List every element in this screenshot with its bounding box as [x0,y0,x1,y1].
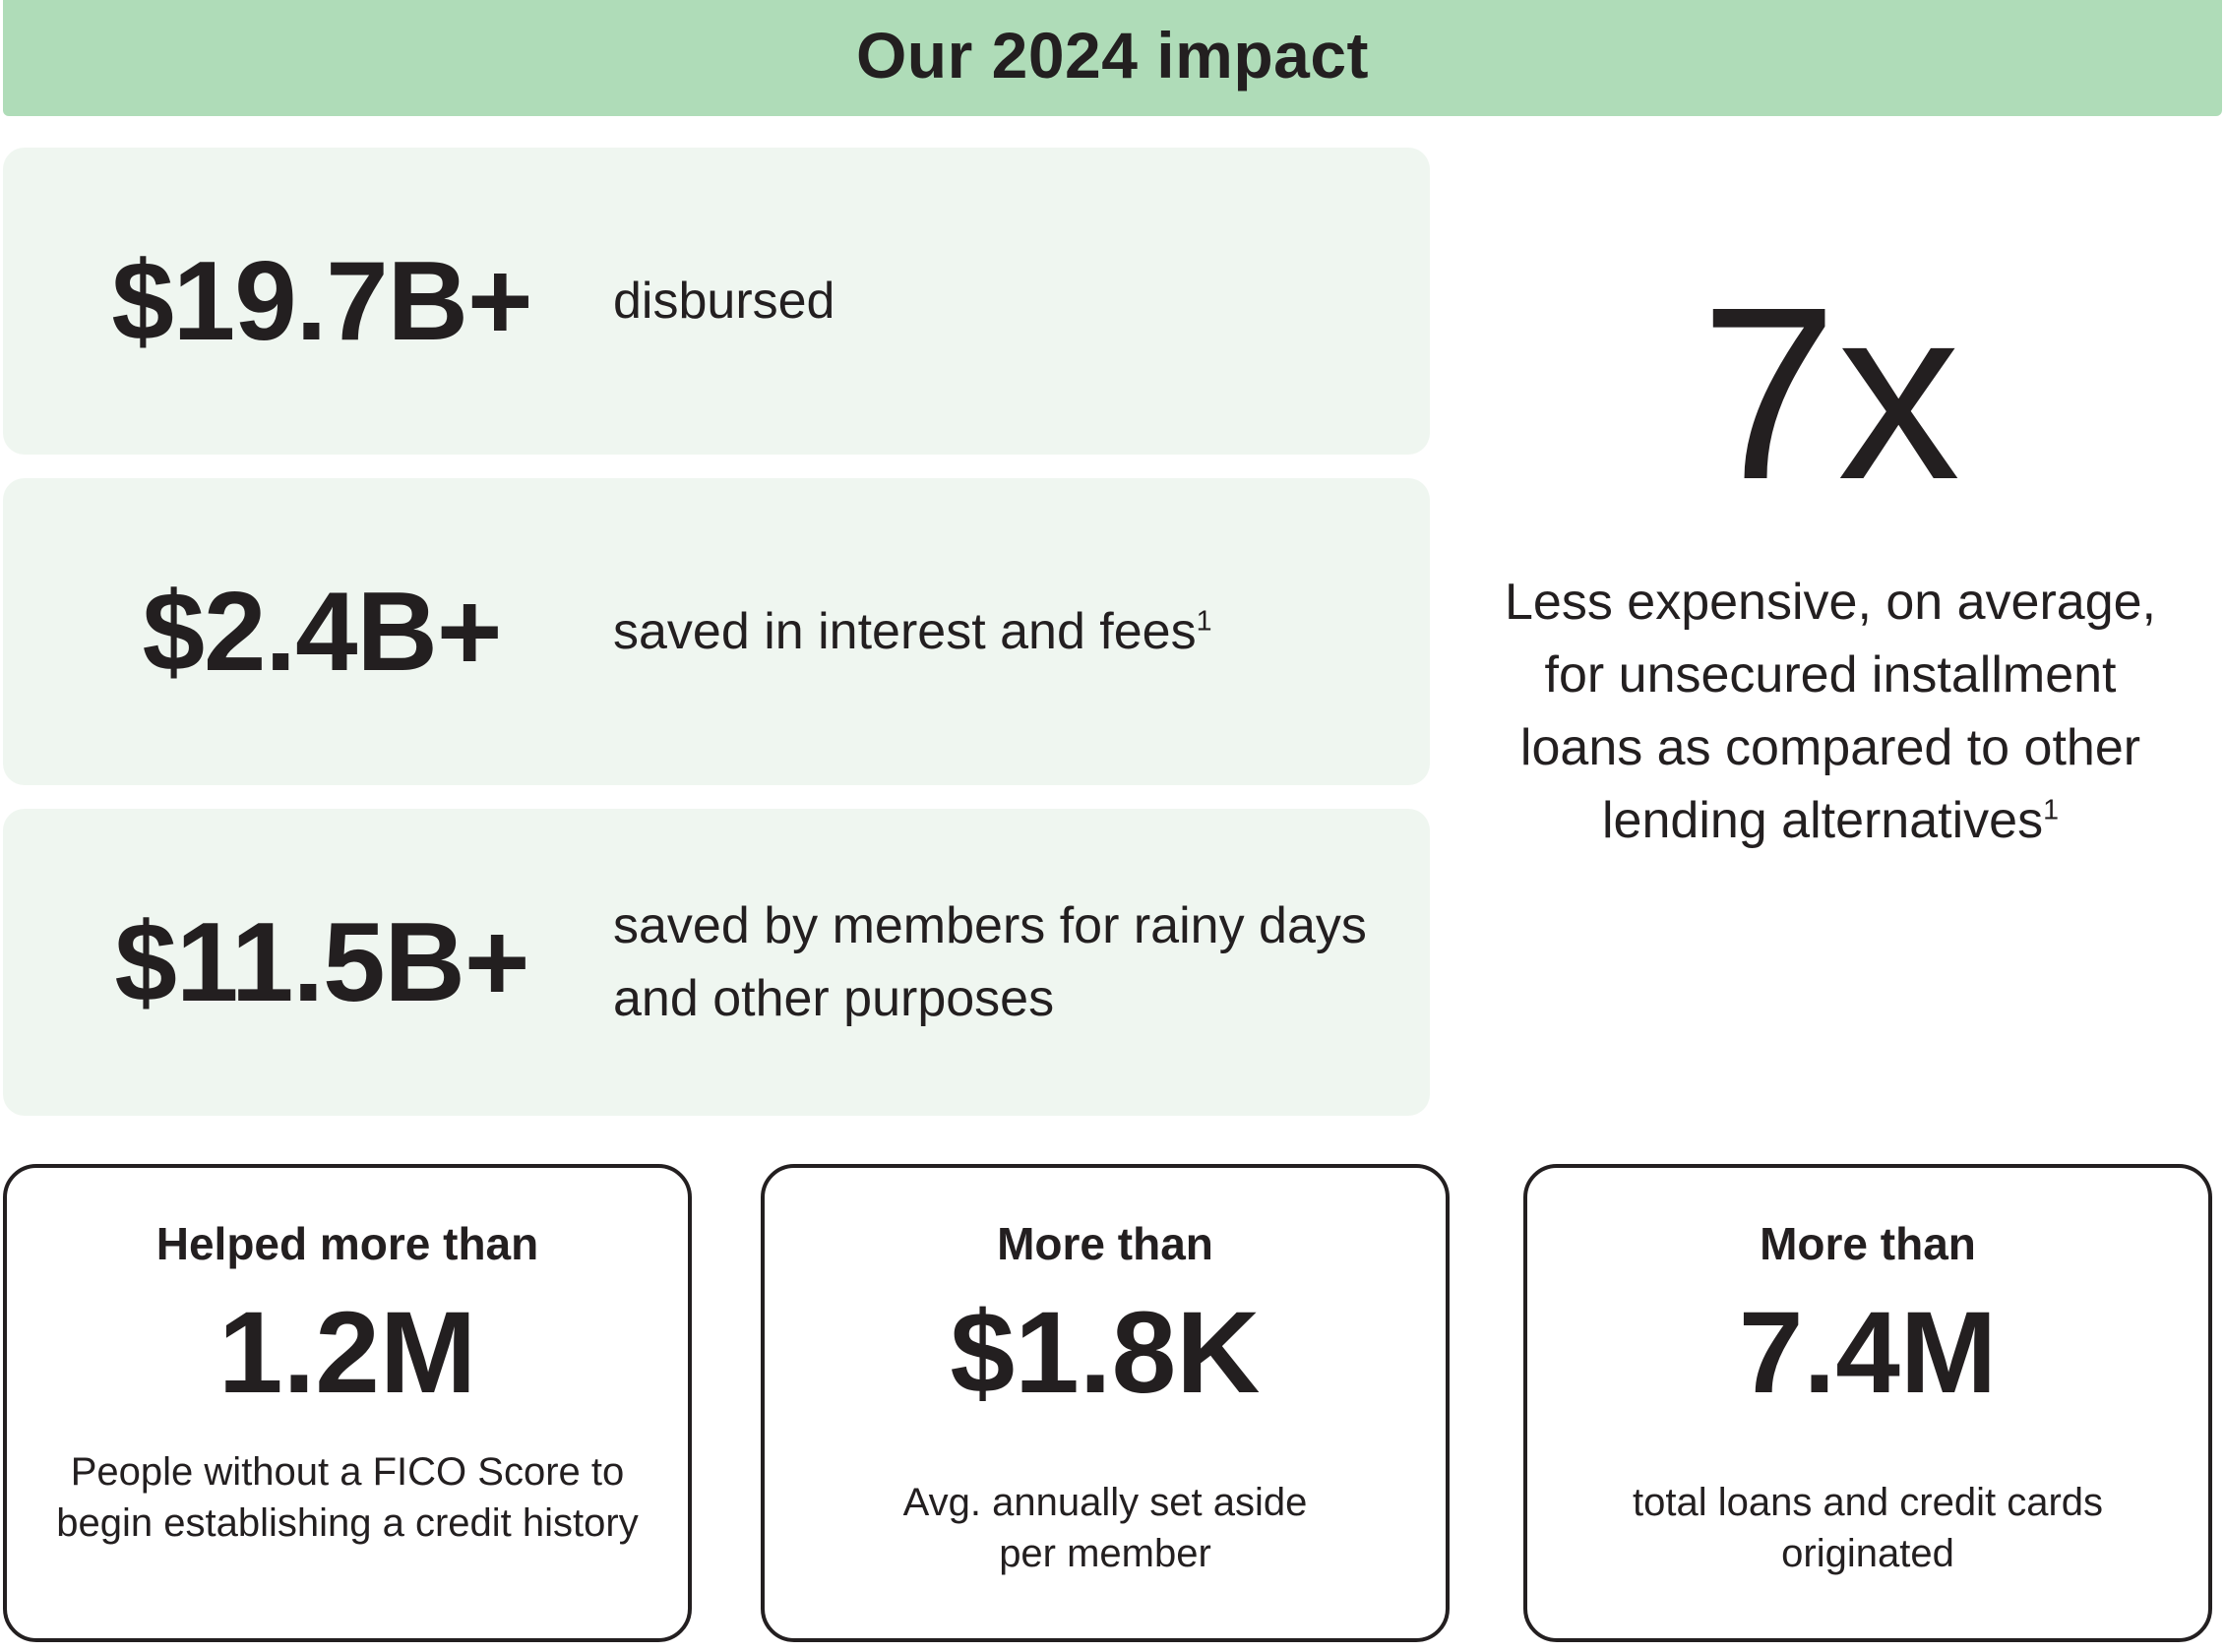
footnote-marker: 1 [2043,794,2059,826]
card-description: People without a FICO Score to begin est… [56,1450,639,1545]
card-lead: More than [997,1218,1213,1269]
highlight-description-text: Less expensive, on average, for unsecure… [1505,574,2156,849]
stat-description-text: saved in interest and fees [613,603,1197,660]
header-banner: Our 2024 impact [3,0,2222,116]
stat-panel-disbursed: $19.7B+ disbursed [3,148,1430,455]
card-value: 1.2M [217,1288,477,1418]
card-description: total loans and credit cards originated [1632,1481,2104,1575]
stat-description-text: disbursed [613,273,835,330]
highlight-description: Less expensive, on average, for unsecure… [1496,566,2165,857]
page-title: Our 2024 impact [855,19,1370,92]
highlight-stat: 7x Less expensive, on average, for unsec… [1496,148,2165,1112]
footnote-marker: 1 [1196,605,1212,638]
card-value: $1.8K [950,1288,1261,1418]
stat-description: disbursed [613,148,1420,455]
card-value: 7.4M [1738,1288,1998,1418]
card-loans: More than 7.4M total loans and credit ca… [1523,1164,2212,1642]
stat-description: saved in interest and fees1 [613,478,1420,785]
stat-value: $2.4B+ [142,569,503,695]
card-lead: Helped more than [155,1218,539,1269]
card-description: Avg. annually set aside per member [902,1481,1308,1575]
card-set-aside: More than $1.8K Avg. annually set aside … [761,1164,1450,1642]
card-fico: Helped more than 1.2M People without a F… [3,1164,692,1642]
stat-panel-saved-members: $11.5B+ saved by members for rainy days … [3,809,1430,1116]
stat-description-text: saved by members for rainy days and othe… [613,897,1367,1027]
stat-value: $11.5B+ [114,899,530,1025]
stat-value: $19.7B+ [111,238,532,364]
stat-panel-saved-interest: $2.4B+ saved in interest and fees1 [3,478,1430,785]
stat-description: saved by members for rainy days and othe… [613,809,1420,1116]
card-lead: More than [1760,1218,1976,1269]
highlight-value: 7x [1700,256,1961,530]
